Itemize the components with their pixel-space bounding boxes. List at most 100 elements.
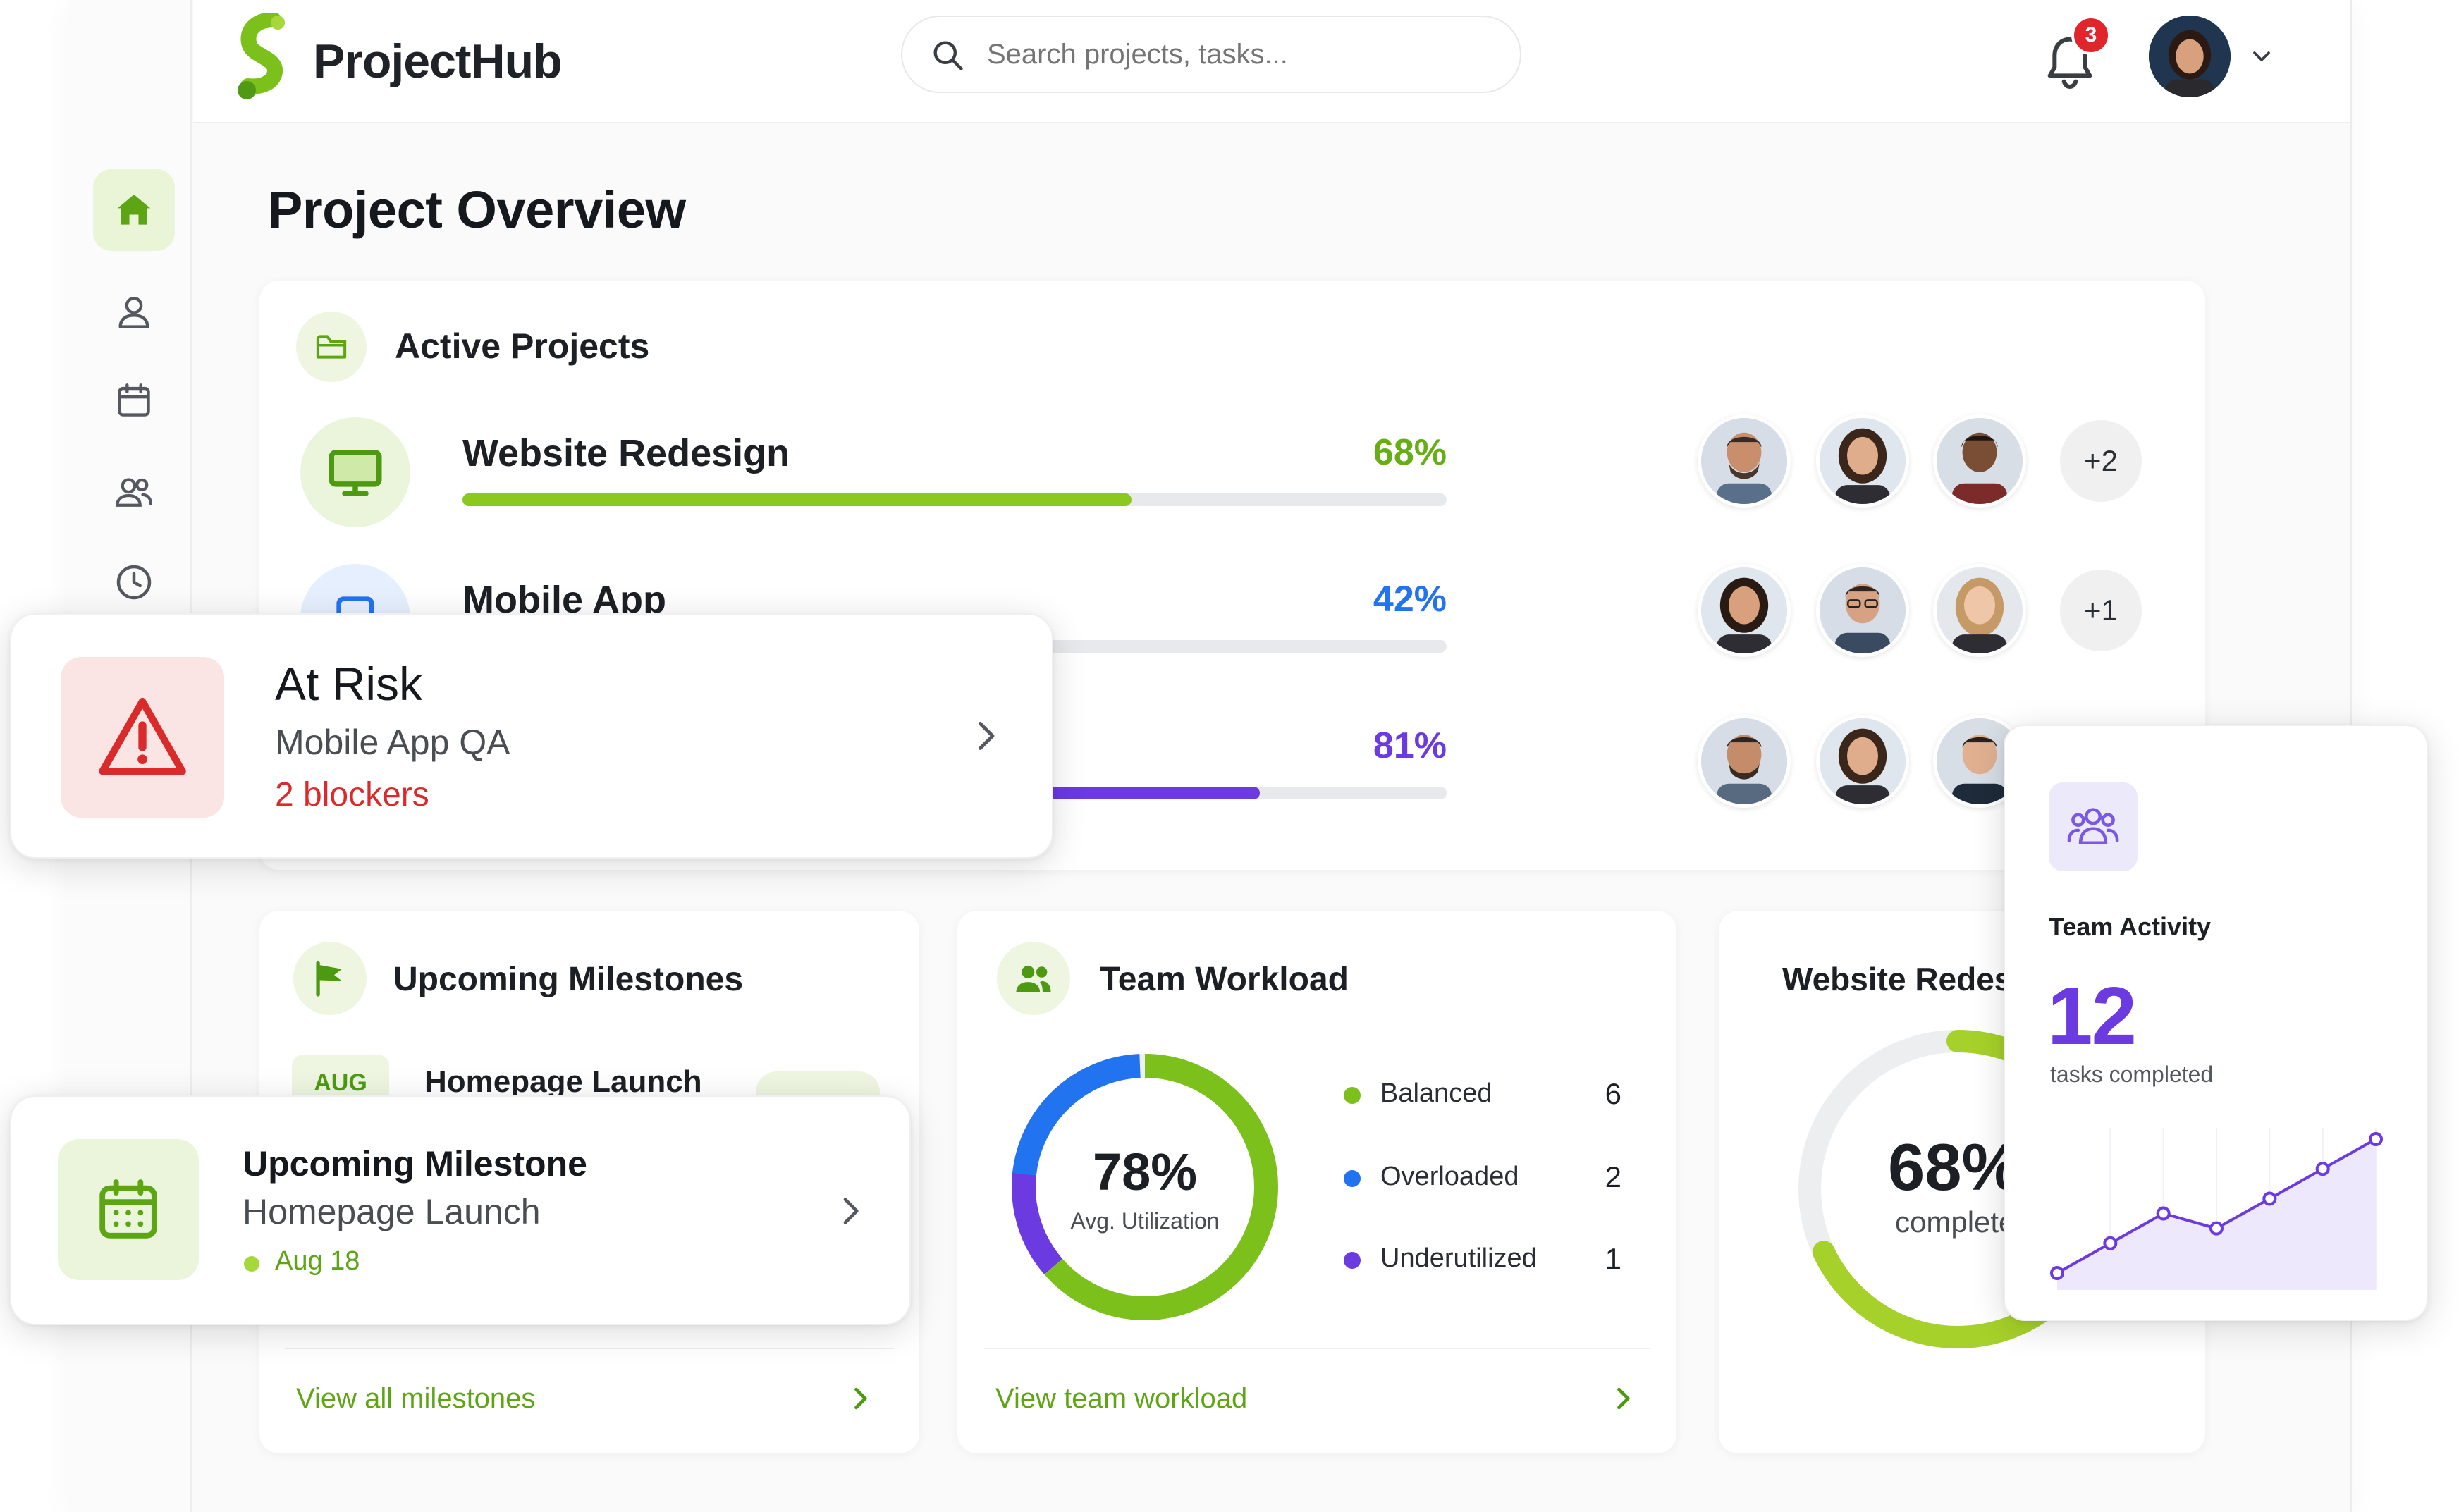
more-members-count[interactable]: +2 — [2060, 420, 2142, 502]
folder-icon-badge — [296, 312, 367, 382]
chevron-right-icon[interactable] — [964, 715, 1007, 757]
at-risk-popup[interactable]: At Risk Mobile App QA 2 blockers — [10, 613, 1053, 859]
project-name[interactable]: Website Redesign — [462, 432, 790, 474]
donut-segment-underutilized — [1012, 1054, 1278, 1320]
legend-dot-balanced — [1344, 1087, 1361, 1104]
team-member-avatar[interactable] — [1816, 715, 1909, 808]
team-member-avatar[interactable] — [1698, 414, 1791, 508]
person-photo — [1937, 418, 2023, 504]
status-dot — [244, 1256, 259, 1272]
monitor-icon — [329, 450, 382, 496]
team-workload-card — [957, 911, 1676, 1453]
divider — [984, 1348, 1650, 1349]
search-input[interactable] — [987, 32, 1480, 76]
person-photo — [1820, 567, 1906, 653]
view-all-milestones-link[interactable]: View all milestones — [296, 1383, 536, 1414]
sidebar-item-home[interactable] — [93, 169, 175, 251]
sparkline-point — [2262, 1191, 2277, 1206]
legend-count: 6 — [1605, 1077, 1621, 1110]
view-team-workload-link[interactable]: View team workload — [995, 1383, 1248, 1414]
project-percent: 68% — [1373, 432, 1447, 473]
at-risk-title: At Risk — [275, 658, 423, 710]
team-member-avatar[interactable] — [1816, 414, 1909, 508]
notification-badge: 3 — [2071, 16, 2111, 55]
workload-title: Team Workload — [1100, 961, 1349, 998]
chevron-down-icon[interactable] — [2248, 42, 2276, 70]
divider — [285, 1348, 894, 1349]
chevron-right-icon[interactable] — [830, 1191, 870, 1231]
team-icon — [1016, 965, 1051, 992]
legend-label: Underutilized — [1380, 1243, 1537, 1273]
at-risk-subtitle: Mobile App QA — [275, 723, 510, 762]
flag-icon — [316, 961, 342, 997]
legend-label: Balanced — [1380, 1078, 1492, 1108]
sparkline-point — [2103, 1236, 2118, 1250]
chevron-right-icon[interactable] — [1607, 1383, 1638, 1414]
team-activity-icon-badge — [2049, 782, 2138, 871]
sparkline-point — [2315, 1162, 2330, 1176]
legend-label: Overloaded — [1380, 1162, 1519, 1191]
upcoming-milestone-popup[interactable]: Upcoming Milestone Homepage Launch Aug 1… — [10, 1095, 911, 1325]
user-avatar-image — [2149, 16, 2231, 97]
at-risk-detail: 2 blockers — [275, 776, 429, 813]
upcoming-milestone-title: Upcoming Milestone — [243, 1144, 587, 1184]
sparkline-point — [2156, 1206, 2171, 1221]
milestone-month: AUG — [314, 1069, 367, 1096]
sidebar-item-time[interactable] — [93, 541, 175, 623]
upcoming-milestone-date: Aug 18 — [275, 1246, 360, 1276]
sidebar-item-calendar[interactable] — [93, 359, 175, 441]
person-photo — [1820, 418, 1906, 504]
sparkline-point — [2369, 1132, 2383, 1146]
team-member-avatar[interactable] — [1933, 414, 2026, 508]
milestone-name[interactable]: Homepage Launch — [424, 1064, 702, 1099]
page-title: Project Overview — [268, 180, 686, 239]
website-center-value: 68% — [1888, 1130, 2021, 1204]
legend-dot-underutilized — [1344, 1252, 1361, 1269]
team-activity-title: Team Activity — [2049, 912, 2212, 941]
project-percent: 81% — [1373, 725, 1447, 766]
notification-count: 3 — [2085, 23, 2097, 47]
warning-icon-badge — [61, 657, 224, 818]
user-icon — [118, 297, 149, 328]
logo-icon — [238, 13, 285, 99]
donut-segment-balanced — [1012, 1054, 1278, 1320]
project-icon-badge — [300, 417, 410, 527]
avatar[interactable] — [2149, 16, 2231, 97]
folder-icon — [316, 335, 347, 359]
calendar-icon — [118, 383, 150, 417]
workload-center-label: Avg. Utilization — [1070, 1208, 1220, 1234]
chevron-right-icon[interactable] — [845, 1383, 876, 1414]
app-logo[interactable]: ProjectHub — [233, 13, 564, 104]
sidebar-item-profile[interactable] — [93, 271, 175, 353]
legend-count: 1 — [1605, 1242, 1621, 1275]
team-member-avatar[interactable] — [1816, 564, 1909, 657]
person-photo — [1701, 718, 1787, 804]
team-member-avatar[interactable] — [1698, 715, 1791, 808]
team-icon — [116, 478, 152, 507]
team-member-avatar[interactable] — [1698, 564, 1791, 657]
workload-center-value: 78% — [1092, 1143, 1198, 1201]
person-photo — [1701, 418, 1787, 504]
person-photo — [1937, 567, 2023, 653]
profile-menu[interactable] — [2143, 13, 2284, 100]
team-activity-value: 12 — [2047, 970, 2137, 1062]
notifications-button[interactable]: 3 — [2030, 16, 2115, 100]
team-icon — [2067, 808, 2119, 845]
clock-icon — [116, 565, 152, 600]
sparkline-area — [2057, 1139, 2376, 1290]
search-icon — [933, 41, 963, 70]
milestones-title: Upcoming Milestones — [393, 961, 744, 998]
calendar-icon-badge — [58, 1139, 199, 1280]
upcoming-milestone-subtitle: Homepage Launch — [243, 1192, 541, 1231]
team-activity-popup[interactable]: Team Activity 12 tasks completed — [2004, 725, 2428, 1321]
more-members-count[interactable]: +1 — [2060, 570, 2142, 651]
sparkline-point — [2050, 1266, 2064, 1280]
project-percent: 42% — [1373, 579, 1447, 620]
app-name: ProjectHub — [313, 35, 563, 88]
sparkline-point — [2209, 1221, 2224, 1236]
sidebar-item-team[interactable] — [93, 451, 175, 533]
calendar-icon — [99, 1179, 157, 1239]
team-icon-badge — [997, 942, 1070, 1015]
search-bar[interactable] — [901, 16, 1521, 93]
team-member-avatar[interactable] — [1933, 564, 2026, 657]
